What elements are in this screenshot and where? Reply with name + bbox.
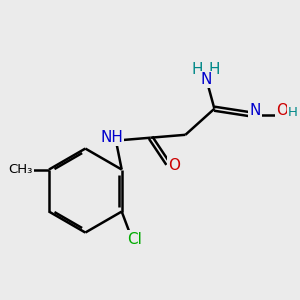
Text: N: N xyxy=(249,103,261,118)
Text: N: N xyxy=(200,72,212,87)
Text: H: H xyxy=(288,106,298,119)
Text: H: H xyxy=(208,62,220,77)
Text: Cl: Cl xyxy=(127,232,142,247)
Text: H: H xyxy=(191,62,203,77)
Text: CH₃: CH₃ xyxy=(8,163,33,176)
Text: O: O xyxy=(168,158,180,173)
Text: NH: NH xyxy=(100,130,123,145)
Text: O: O xyxy=(277,103,289,118)
